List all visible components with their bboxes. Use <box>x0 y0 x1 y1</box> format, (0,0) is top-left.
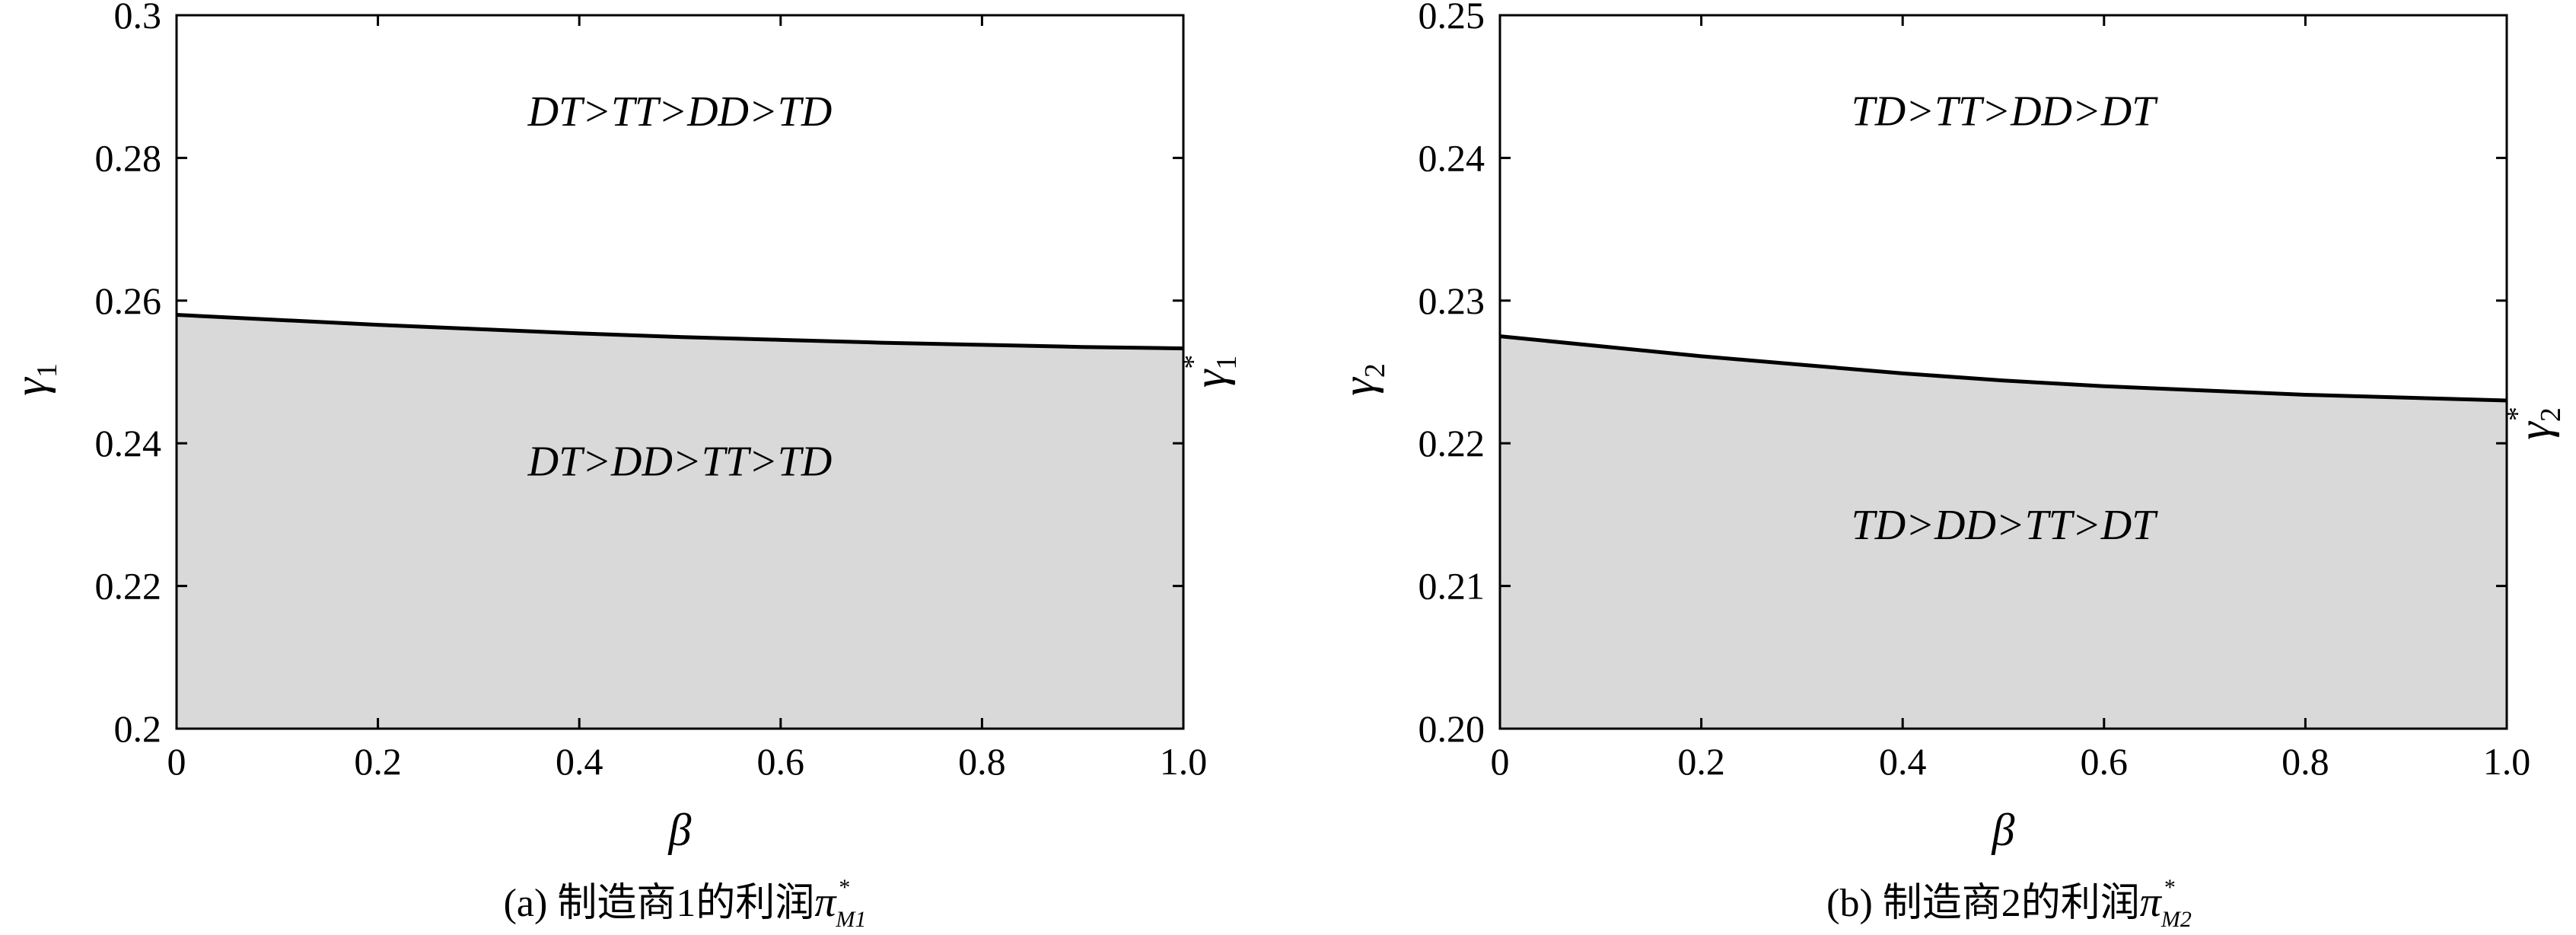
region-label-above: TD>TT>DD>DT <box>1852 88 2159 135</box>
panel-caption: (b) 制造商2的利润πM2 * <box>1826 875 2192 932</box>
chart-panel-a: 0 0.2 0.4 0.6 0.8 1.00.20.220.240.260.280.3DT… <box>5 0 1243 932</box>
region-label-below: TD>DD>TT>DT <box>1852 502 2159 549</box>
x-tick-label: 0.6 <box>757 740 805 783</box>
y-tick-label: 0.26 <box>95 279 162 322</box>
caption-text: (a) 制造商1的利润 <box>504 882 815 925</box>
caption-symbol-superscript: * <box>2164 875 2176 900</box>
y-tick-label: 0.21 <box>1419 565 1485 608</box>
boundary-line-b <box>1499 334 2508 403</box>
x-tick-label: 0.4 <box>1879 740 1927 783</box>
x-tick-label: 0 <box>167 740 186 783</box>
curve-label-symbol: γ <box>1185 369 1235 388</box>
curve-label-subscript: 2 <box>2535 407 2567 422</box>
x-tick-label: 0.6 <box>2081 740 2129 783</box>
x-tick-label: 0 <box>1491 740 1510 783</box>
y-tick-label: 0.3 <box>114 0 162 37</box>
y-tick-label: 0.2 <box>114 707 162 750</box>
x-axis-label: β <box>668 805 692 855</box>
y-axis-label: γ2 <box>1333 363 1391 396</box>
region-label-above: DT>TT>DD>TD <box>527 88 833 136</box>
y-axis-label-symbol: γ <box>1333 377 1384 396</box>
curve-label: γ2* <box>2501 407 2567 440</box>
y-tick-label: 0.22 <box>1419 422 1485 464</box>
curve-label: γ1* <box>1177 355 1243 388</box>
y-tick-label: 0.28 <box>95 136 162 179</box>
x-tick-label: 0.8 <box>958 740 1006 783</box>
curve-label-subscript: 1 <box>1211 356 1243 370</box>
y-axis-label-symbol: γ <box>5 377 56 396</box>
x-tick-label: 0.2 <box>1677 740 1725 783</box>
region-label-below: DT>DD>TT>TD <box>527 438 833 485</box>
curve-label-superscript: * <box>1177 355 1209 369</box>
y-axis-label-subscript: 1 <box>31 363 63 378</box>
y-tick-label: 0.24 <box>95 422 162 464</box>
caption-text: (b) 制造商2的利润 <box>1826 882 2140 925</box>
y-axis-label-subscript: 2 <box>1359 363 1391 378</box>
caption-symbol: π <box>2140 879 2163 926</box>
x-tick-label: 1.0 <box>1160 740 1208 783</box>
plot-frame-a <box>175 14 1185 730</box>
x-tick-label: 1.0 <box>2483 740 2531 783</box>
y-tick-label: 0.25 <box>1419 0 1485 37</box>
y-axis-label: γ1 <box>5 363 63 396</box>
panel-caption: (a) 制造商1的利润πM1 * <box>504 875 867 932</box>
x-tick-label: 0.4 <box>556 740 603 783</box>
y-tick-label: 0.24 <box>1419 136 1485 179</box>
y-tick-label: 0.20 <box>1419 707 1485 750</box>
x-tick-label: 0.2 <box>354 740 402 783</box>
curve-label-superscript: * <box>2501 407 2533 421</box>
caption-symbol: π <box>814 879 837 926</box>
chart-panel-b: 0 0.2 0.4 0.6 0.8 1.0 0.20 0.21 0.22 0.23 0.24 0.25… <box>1333 0 2567 932</box>
caption-symbol-subscript: M1 <box>835 907 866 932</box>
plot-frame-b <box>1498 14 2508 730</box>
caption-symbol-subscript: M2 <box>2160 907 2192 932</box>
boundary-line-a <box>176 313 1184 351</box>
region-shade-b <box>1500 336 2507 729</box>
curve-label-symbol: γ <box>2509 421 2559 440</box>
y-tick-label: 0.23 <box>1419 279 1485 322</box>
caption-symbol-superscript: * <box>839 875 850 900</box>
region-shade-a <box>177 314 1183 729</box>
y-tick-label: 0.22 <box>95 565 162 608</box>
x-tick-label: 0.8 <box>2281 740 2329 783</box>
x-axis-label: β <box>1992 805 2015 855</box>
